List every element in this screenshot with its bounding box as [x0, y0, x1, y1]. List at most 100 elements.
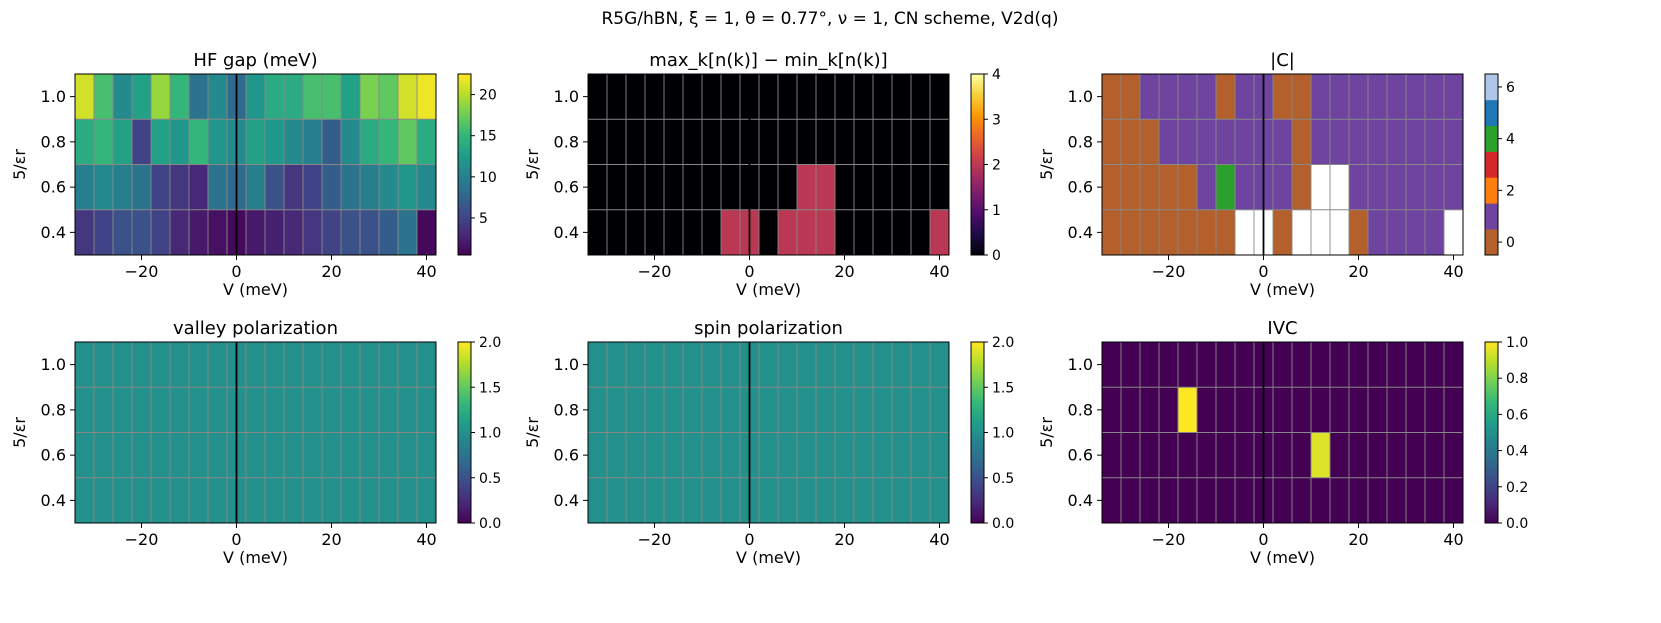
colorbar-segment: [458, 152, 471, 156]
heatmap-cell: [588, 477, 608, 524]
colorbar-segment: [458, 134, 471, 138]
colorbar-segment: [971, 426, 984, 430]
heatmap-cell: [664, 209, 684, 256]
colorbar-segment: [458, 170, 471, 175]
colorbar-frame: [457, 73, 472, 256]
heatmap-cell: [1406, 74, 1426, 120]
y-tick-label: 0.4: [1068, 491, 1093, 510]
x-tick-label: 40: [1443, 262, 1463, 281]
heatmap-cell: [1273, 119, 1293, 165]
colorbar-segment: [1485, 450, 1498, 455]
heatmap-cell: [379, 342, 399, 388]
heatmap-cell: [303, 119, 323, 165]
heatmap-cell: [645, 477, 665, 524]
heatmap-cell: [911, 477, 931, 524]
colorbar-segment: [458, 387, 471, 391]
heatmap-cell: [246, 209, 266, 256]
heatmap-cell: [1406, 119, 1426, 165]
x-tick-label: −20: [1152, 262, 1186, 281]
heatmap-cell: [664, 432, 684, 479]
heatmap-cell: [189, 342, 209, 388]
heatmap-cell: [284, 477, 304, 524]
colorbar-segment: [971, 447, 984, 452]
heatmap-cell: [75, 387, 95, 433]
colorbar-segment: [458, 164, 471, 169]
heatmap-cell: [341, 477, 361, 524]
colorbar-segment: [1485, 423, 1498, 427]
y-tick-label: 0.4: [554, 223, 579, 242]
heatmap-cell: [208, 342, 228, 388]
heatmap-cell: [873, 342, 893, 388]
colorbar-segment: [458, 462, 471, 467]
heatmap-cell: [1292, 74, 1312, 120]
heatmap-cell: [303, 209, 323, 256]
heatmap-cell: [1216, 477, 1236, 524]
colorbar-segment: [458, 116, 471, 120]
colorbar-segment: [1485, 492, 1498, 497]
colorbar-segment: [971, 429, 984, 433]
heatmap-cell: [1197, 432, 1217, 479]
heatmap-cell: [1159, 477, 1179, 524]
heatmap-cell: [1121, 342, 1141, 388]
heatmap-cell: [94, 209, 114, 256]
colorbar-segment: [971, 182, 984, 187]
heatmap-cell: [1140, 164, 1160, 211]
colorbar-segment: [458, 128, 471, 132]
panel-title: IVC: [1267, 318, 1297, 339]
heatmap-cell: [778, 387, 798, 433]
x-axis-label: V (meV): [1250, 280, 1315, 299]
heatmap-panel-6: −20 0 20 40 0.4 0.6 0.8 1.0 IVC V (meV) 5/εr 0.0 0.2…: [1037, 318, 1528, 567]
colorbar-segment: [458, 351, 471, 355]
heatmap-cell: [607, 432, 627, 479]
heatmap-cell: [1178, 432, 1198, 479]
colorbar-segment: [1485, 402, 1498, 406]
colorbar-segment: [971, 164, 984, 169]
colorbar-segment: [1485, 489, 1498, 494]
heatmap-cell: [1140, 432, 1160, 479]
heatmap-cell: [1425, 74, 1445, 120]
colorbar-segment: [971, 128, 984, 132]
heatmap-cell: [645, 387, 665, 433]
heatmap-cell: [1273, 477, 1293, 524]
heatmap-panels: −20 0 20 400.40.60.81.0HF gap (meV)V (meV)5…: [10, 50, 1528, 567]
heatmap-cell: [1159, 164, 1179, 211]
colorbar-segment: [458, 206, 471, 211]
heatmap-cell: [588, 209, 608, 256]
heatmap-cell: [1368, 477, 1388, 524]
colorbar-segment: [458, 191, 471, 196]
heatmap-cell: [417, 387, 437, 433]
heatmap-cell: [1425, 477, 1445, 524]
heatmap-cell: [322, 342, 342, 388]
heatmap-cell: [1444, 164, 1464, 211]
colorbar-segment: [458, 399, 471, 403]
heatmap-cell: [1349, 477, 1369, 524]
heatmap-cell: [303, 432, 323, 479]
axes-frame: [1101, 73, 1464, 256]
colorbar: 0.0 0.2 0.4 0.6 0.8 1.0: [1484, 335, 1528, 532]
colorbar-segment: [458, 450, 471, 455]
heatmap-cell: [284, 432, 304, 479]
heatmap-cell: [626, 342, 646, 388]
heatmap-cell: [1102, 387, 1122, 433]
colorbar-segment: [458, 122, 471, 126]
heatmap-cell: [854, 342, 874, 388]
colorbar-segment: [971, 224, 984, 229]
colorbar-segment: [971, 492, 984, 497]
colorbar-segment: [971, 459, 984, 464]
heatmap-cell: [854, 432, 874, 479]
y-tick-label: 1.0: [1068, 355, 1093, 374]
colorbar-segment: [971, 125, 984, 129]
heatmap-cell: [398, 477, 418, 524]
colorbar-segment: [458, 173, 471, 178]
heatmap-cell: [645, 342, 665, 388]
y-tick-label: 0.8: [41, 400, 66, 419]
heatmap-cell: [113, 209, 133, 256]
heatmap-cell: [417, 477, 437, 524]
colorbar-tick-label: 3: [992, 112, 1001, 128]
heatmap-cell: [398, 432, 418, 479]
heatmap-cell: [1387, 164, 1407, 211]
heatmap-cell: [607, 387, 627, 433]
x-tick-label: 40: [929, 262, 949, 281]
heatmap-cell: [797, 477, 817, 524]
colorbar-segment: [458, 504, 471, 509]
